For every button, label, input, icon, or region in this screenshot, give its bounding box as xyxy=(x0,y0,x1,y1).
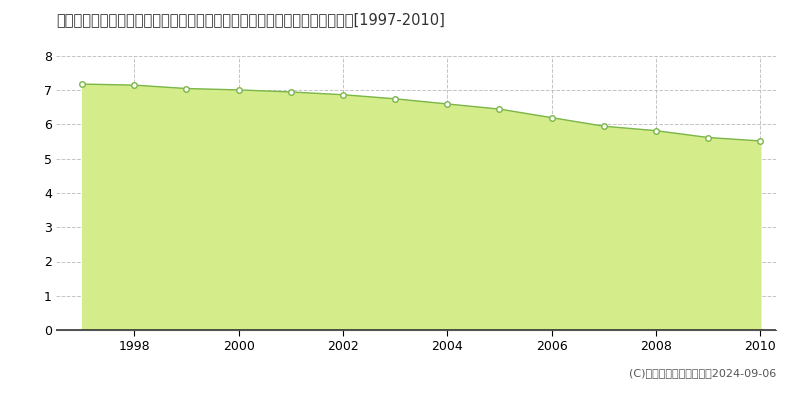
Text: 福島県双葉郡大熊町大字下野上字金谷平５７８番１　基準地価格　地価推移[1997-2010]: 福島県双葉郡大熊町大字下野上字金谷平５７８番１ 基準地価格 地価推移[1997-… xyxy=(56,12,445,27)
Text: (C)土地価格ドットコム　2024-09-06: (C)土地価格ドットコム 2024-09-06 xyxy=(629,368,776,378)
